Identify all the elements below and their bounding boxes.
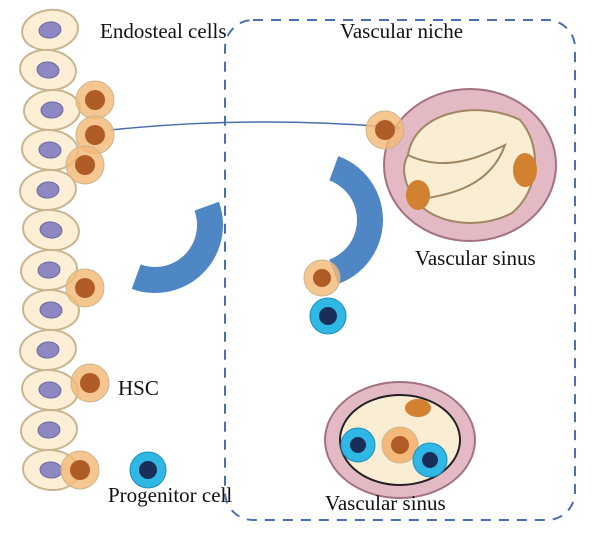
label-vascular-sinus-top: Vascular sinus <box>415 246 536 270</box>
label-hsc: HSC <box>118 376 159 400</box>
label-vascular-sinus-bottom: Vascular sinus <box>325 491 446 515</box>
progenitor-cells <box>130 298 346 488</box>
thin-arrow <box>110 122 400 130</box>
thick-arrow-left <box>132 202 223 293</box>
diagram-canvas: Endosteal cells Vascular niche Vascular si… <box>0 0 600 538</box>
vascular-sinus-top <box>384 89 556 241</box>
vascular-sinus-bottom <box>325 382 475 498</box>
label-endosteal-cells: Endosteal cells <box>100 19 227 43</box>
endosteal-cells <box>18 6 81 492</box>
label-progenitor: Progenitor cell <box>108 483 232 507</box>
thick-arrow-right <box>329 156 383 284</box>
label-vascular-niche: Vascular niche <box>340 19 463 43</box>
